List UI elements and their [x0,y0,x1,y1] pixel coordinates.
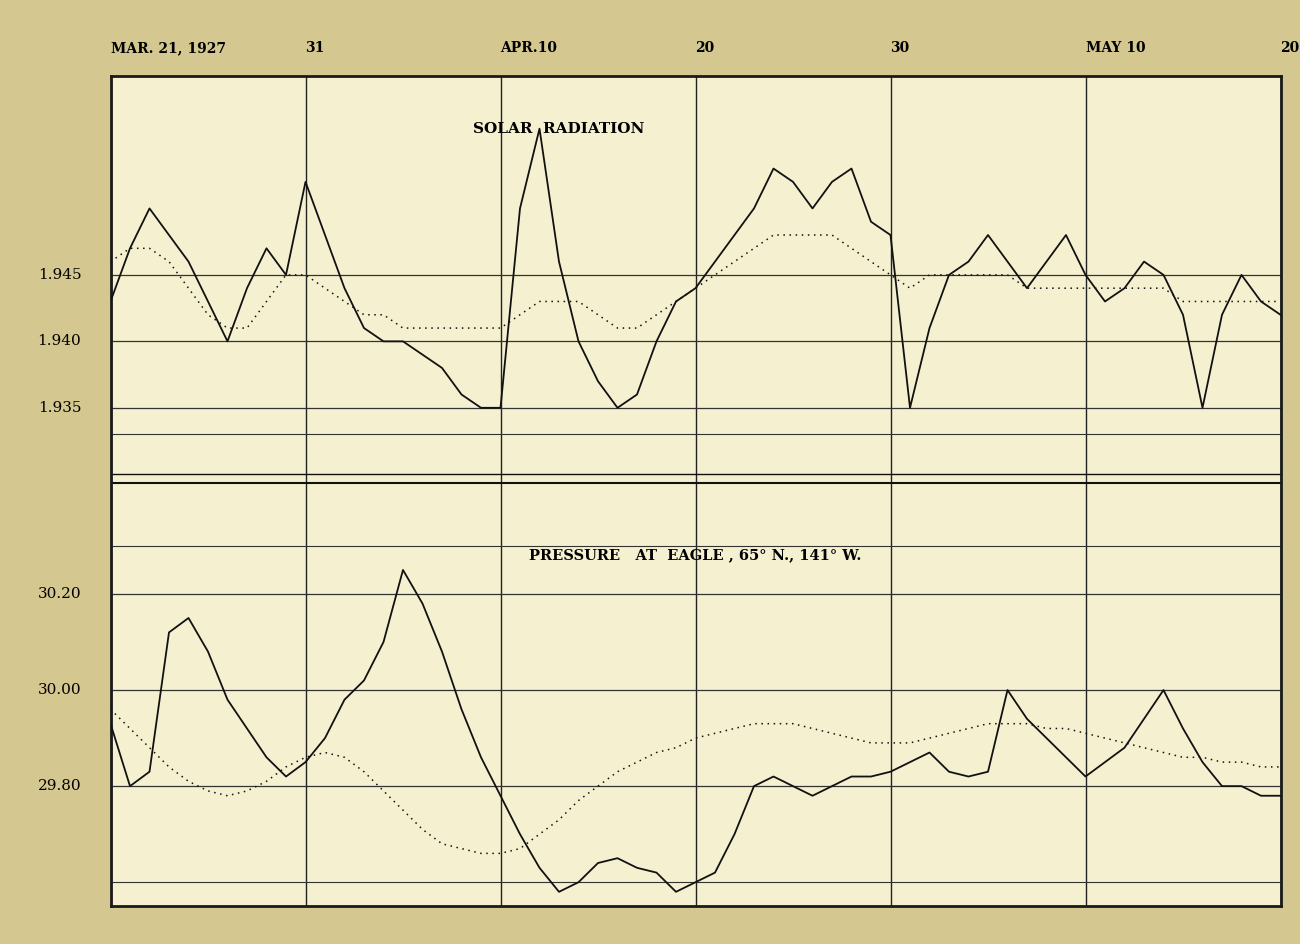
Text: 20: 20 [696,41,715,55]
Text: 31: 31 [306,41,325,55]
Text: 29.80: 29.80 [38,779,82,793]
Text: 30: 30 [891,41,910,55]
Text: PRESSURE   AT  EAGLE , 65° N., 141° W.: PRESSURE AT EAGLE , 65° N., 141° W. [529,548,862,563]
Text: MAR. 21, 1927: MAR. 21, 1927 [111,41,225,55]
Text: 1.940: 1.940 [38,334,82,348]
Text: 1.935: 1.935 [38,401,82,414]
Text: APR.10: APR.10 [500,41,558,55]
Text: 30.20: 30.20 [38,587,82,601]
Text: 30.00: 30.00 [38,683,82,697]
Text: 20: 20 [1280,41,1300,55]
Text: SOLAR  RADIATION: SOLAR RADIATION [473,122,645,136]
Text: 1.945: 1.945 [38,268,82,282]
Text: MAY 10: MAY 10 [1086,41,1145,55]
